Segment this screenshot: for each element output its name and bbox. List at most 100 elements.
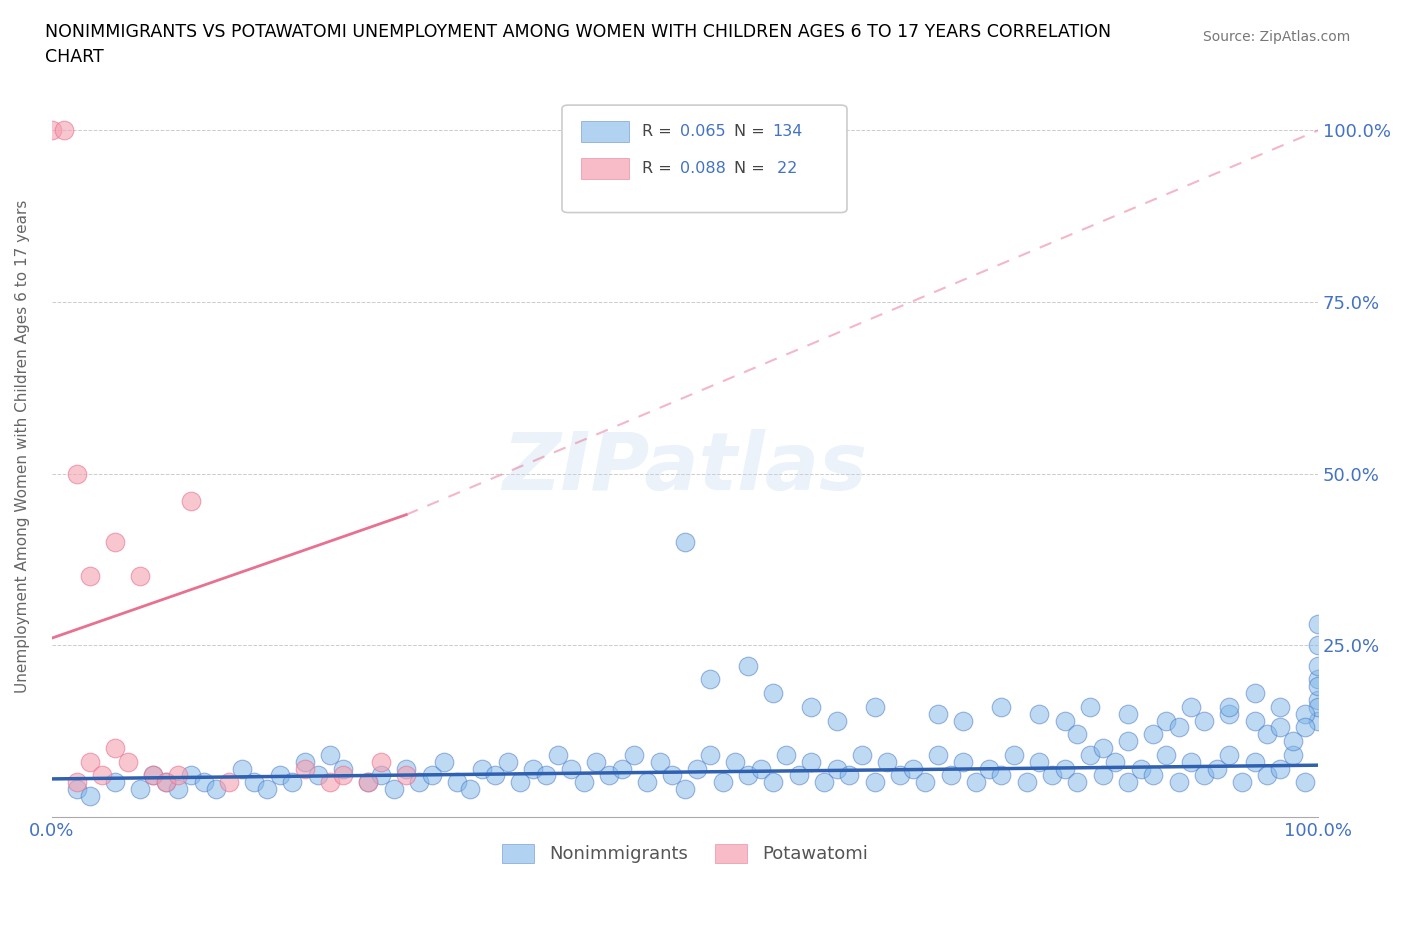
Point bbox=[193, 775, 215, 790]
Point bbox=[1308, 679, 1330, 694]
Point bbox=[129, 569, 152, 584]
Point bbox=[1281, 734, 1303, 749]
Point bbox=[1104, 754, 1126, 769]
Point bbox=[1205, 761, 1227, 776]
Point bbox=[775, 748, 797, 763]
Text: 0.088: 0.088 bbox=[679, 161, 725, 177]
Point bbox=[1218, 699, 1240, 714]
Point bbox=[547, 748, 569, 763]
Point bbox=[1078, 699, 1101, 714]
Point bbox=[952, 713, 974, 728]
Point bbox=[382, 782, 405, 797]
Text: N =: N = bbox=[734, 161, 770, 177]
Point bbox=[142, 768, 165, 783]
Point bbox=[749, 761, 772, 776]
Point bbox=[939, 768, 962, 783]
Point bbox=[673, 535, 696, 550]
Point bbox=[952, 754, 974, 769]
Point bbox=[636, 775, 658, 790]
Point bbox=[1218, 748, 1240, 763]
Point bbox=[79, 569, 101, 584]
Point bbox=[1028, 754, 1050, 769]
Point bbox=[496, 754, 519, 769]
Point bbox=[1268, 720, 1291, 735]
Point bbox=[142, 768, 165, 783]
Point bbox=[370, 754, 392, 769]
Point bbox=[901, 761, 924, 776]
Point bbox=[1256, 768, 1278, 783]
Point bbox=[522, 761, 544, 776]
Point bbox=[990, 768, 1012, 783]
Point bbox=[1295, 720, 1317, 735]
Point bbox=[1053, 713, 1076, 728]
Point bbox=[1308, 638, 1330, 653]
Point bbox=[1116, 775, 1139, 790]
Point bbox=[180, 494, 202, 509]
Point bbox=[294, 754, 316, 769]
Point bbox=[1066, 775, 1088, 790]
Point bbox=[1230, 775, 1253, 790]
Point bbox=[446, 775, 468, 790]
Point bbox=[990, 699, 1012, 714]
Point bbox=[155, 775, 177, 790]
Point bbox=[610, 761, 633, 776]
Point bbox=[711, 775, 734, 790]
Point bbox=[1053, 761, 1076, 776]
Text: 134: 134 bbox=[772, 125, 803, 140]
Point bbox=[66, 782, 89, 797]
Point bbox=[307, 768, 329, 783]
Point bbox=[319, 748, 342, 763]
Text: R =: R = bbox=[641, 161, 676, 177]
Point bbox=[294, 761, 316, 776]
Point bbox=[762, 775, 785, 790]
Point bbox=[408, 775, 430, 790]
Point bbox=[800, 754, 823, 769]
Point bbox=[471, 761, 494, 776]
Point bbox=[1281, 748, 1303, 763]
Point bbox=[572, 775, 595, 790]
Point bbox=[1268, 699, 1291, 714]
Point bbox=[1129, 761, 1152, 776]
Point bbox=[800, 699, 823, 714]
Point bbox=[737, 768, 759, 783]
Point bbox=[977, 761, 1000, 776]
Point bbox=[319, 775, 342, 790]
Text: N =: N = bbox=[734, 125, 770, 140]
Point bbox=[1154, 748, 1177, 763]
Point bbox=[1116, 734, 1139, 749]
Point bbox=[1142, 727, 1164, 742]
Point bbox=[129, 782, 152, 797]
Point bbox=[1218, 706, 1240, 721]
Point bbox=[1295, 706, 1317, 721]
Point bbox=[180, 768, 202, 783]
Legend: Nonimmigrants, Potawatomi: Nonimmigrants, Potawatomi bbox=[495, 837, 875, 870]
Point bbox=[1154, 713, 1177, 728]
Point bbox=[433, 754, 456, 769]
Point bbox=[787, 768, 810, 783]
Point bbox=[534, 768, 557, 783]
Point bbox=[104, 535, 127, 550]
Point bbox=[1308, 699, 1330, 714]
Point bbox=[104, 775, 127, 790]
Point bbox=[585, 754, 607, 769]
Point bbox=[965, 775, 987, 790]
Point bbox=[1308, 713, 1330, 728]
Point bbox=[1002, 748, 1025, 763]
Point bbox=[838, 768, 860, 783]
Point bbox=[484, 768, 506, 783]
Point bbox=[117, 754, 139, 769]
Point bbox=[1295, 775, 1317, 790]
Point bbox=[66, 775, 89, 790]
Point bbox=[1167, 720, 1189, 735]
Point bbox=[218, 775, 240, 790]
Point bbox=[1078, 748, 1101, 763]
Point bbox=[155, 775, 177, 790]
Point bbox=[1268, 761, 1291, 776]
Point bbox=[332, 761, 354, 776]
Point bbox=[104, 740, 127, 755]
Point bbox=[863, 699, 886, 714]
Point bbox=[370, 768, 392, 783]
Text: CHART: CHART bbox=[45, 48, 104, 66]
Point bbox=[876, 754, 898, 769]
Point bbox=[673, 782, 696, 797]
